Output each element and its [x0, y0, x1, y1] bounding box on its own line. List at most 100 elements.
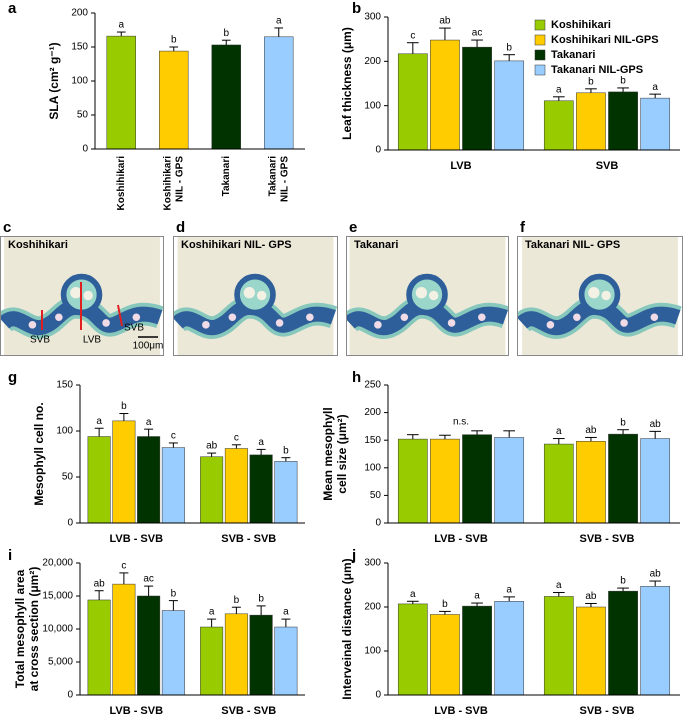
y-tick-label: 200 [364, 602, 381, 613]
panel-letter: f [520, 219, 526, 236]
y-tick-label: 20,000 [42, 558, 73, 569]
x-tick-label: SVB - SVB [579, 705, 634, 717]
significance-label: a [118, 20, 124, 31]
micrograph-title: Takanari NIL- GPS [525, 239, 620, 251]
micrograph-title: Koshihikari [8, 239, 68, 251]
bar [543, 596, 574, 696]
y-tick-label: 100 [364, 100, 381, 111]
significance-label: ab [206, 441, 218, 452]
significance-label: a [556, 426, 562, 437]
panel-letter: i [8, 547, 12, 564]
significance-label: a [209, 607, 215, 618]
y-tick-label: 150 [71, 42, 88, 53]
micrograph [522, 236, 678, 356]
y-tick-label: 100 [71, 76, 88, 87]
y-axis-title: Leaf thickness (μm) [340, 27, 354, 140]
legend-label: Takanari NIL-GPS [551, 64, 643, 76]
panel-letter: h [352, 369, 361, 386]
significance-label: ac [472, 28, 483, 39]
y-tick-label: 5,000 [48, 657, 73, 668]
significance-label: ab [585, 425, 597, 436]
micrograph-frame [346, 236, 509, 356]
legend-label: Koshihikari [551, 19, 611, 31]
micrograph-label: LVB [83, 335, 101, 346]
panel-letter: c [3, 219, 11, 236]
significance-label: c [410, 30, 415, 41]
x-tick-label: NIL - GPS [174, 156, 185, 202]
bar [576, 606, 606, 696]
y-axis-title: Total mesophyll area [13, 569, 27, 688]
micrograph-label: SVB [124, 323, 144, 334]
bar [137, 436, 161, 524]
significance-label: b [620, 576, 626, 587]
legend-swatch [534, 64, 546, 76]
bar [200, 626, 224, 696]
significance-label: a [146, 417, 152, 428]
significance-label: b [234, 595, 240, 606]
y-tick-label: 250 [364, 380, 381, 391]
significance-label: a [556, 580, 562, 591]
x-tick-label: LVB [450, 160, 471, 172]
significance-label: b [283, 445, 289, 456]
legend-swatch [534, 19, 546, 31]
bar [112, 420, 136, 524]
bar [576, 92, 606, 151]
y-axis-title: SLA (cm² g⁻¹) [47, 42, 61, 119]
y-tick-label: 0 [67, 518, 73, 529]
panel-letter: e [349, 219, 357, 236]
y-tick-label: 0 [375, 518, 381, 529]
significance-label: a [283, 607, 289, 618]
y-tick-label: 0 [375, 690, 381, 701]
significance-label: ab [650, 569, 662, 580]
y-tick-label: 0 [82, 144, 88, 155]
significance-label: b [620, 76, 626, 87]
x-tick-label: Koshihikari [162, 156, 173, 211]
x-tick-label: Koshihikari [116, 156, 127, 211]
bar [161, 447, 185, 524]
bar [211, 44, 241, 150]
group-label: n.s. [453, 416, 469, 427]
bar [397, 438, 428, 524]
micrograph [350, 236, 506, 356]
bar [87, 599, 111, 696]
significance-label: a [474, 591, 480, 602]
micrograph-frame [517, 236, 683, 356]
significance-label: b [620, 417, 626, 428]
micrograph-title: Takanari [354, 239, 398, 251]
x-tick-label: Takanari [267, 156, 278, 197]
significance-label: c [171, 431, 176, 442]
significance-label: ab [439, 16, 451, 27]
y-tick-label: 10,000 [42, 624, 73, 635]
bar [159, 50, 189, 150]
x-tick-label: SVB [596, 160, 619, 172]
bar [576, 441, 606, 524]
legend-label: Takanari [551, 49, 595, 61]
x-tick-label: LVB - SVB [109, 705, 163, 717]
micrograph-frame [0, 236, 164, 356]
bar [397, 53, 428, 151]
significance-label: b [506, 42, 512, 53]
micrograph-frame [173, 236, 338, 356]
legend-swatch [534, 34, 546, 46]
y-axis-title: cell size (μm²) [335, 414, 349, 493]
x-tick-label: Takanari [221, 156, 232, 197]
legend-swatch [534, 49, 546, 61]
y-tick-label: 15,000 [42, 591, 73, 602]
significance-label: ab [94, 578, 106, 589]
y-tick-label: 50 [77, 110, 89, 121]
bar [462, 46, 492, 151]
y-tick-label: 200 [71, 8, 88, 19]
y-tick-label: 100 [364, 462, 381, 473]
y-tick-label: 200 [364, 407, 381, 418]
micrograph-label: 100μm [133, 341, 164, 352]
bar [87, 436, 111, 524]
bar [462, 434, 492, 524]
y-axis-title: at cross section (μm²) [27, 567, 41, 692]
x-tick-label: SVB - SVB [579, 533, 634, 545]
y-axis-title: Mesophyll cell no. [32, 402, 46, 505]
bar [494, 601, 525, 696]
significance-label: a [96, 416, 102, 427]
panel-letter: j [351, 547, 356, 564]
significance-label: b [171, 35, 177, 46]
significance-label: c [121, 561, 126, 572]
